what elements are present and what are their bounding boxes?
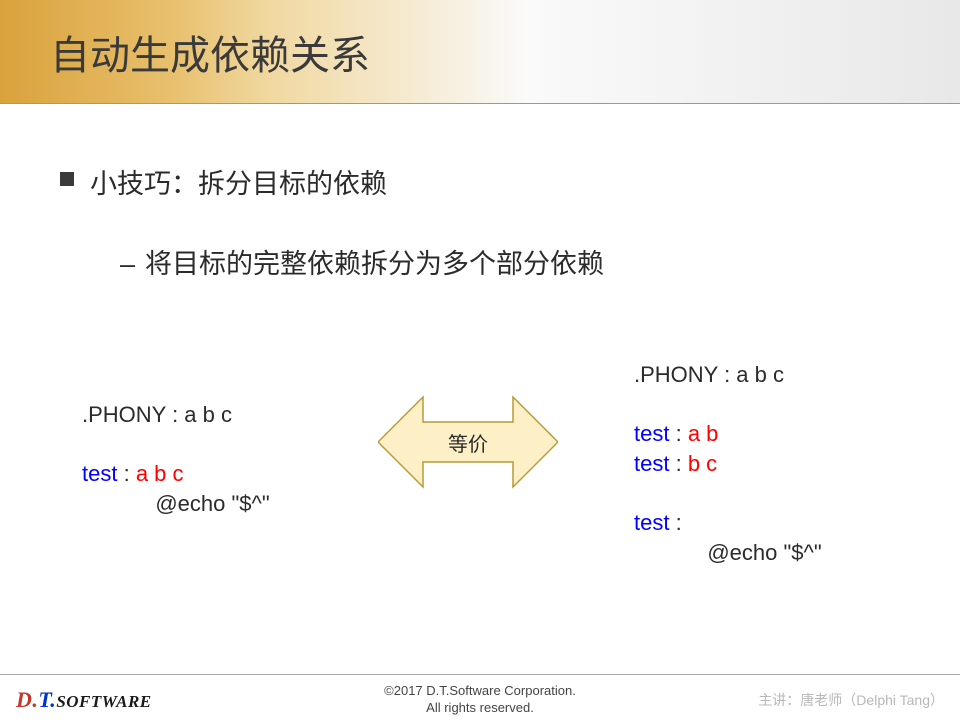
- dash-icon: –: [120, 247, 135, 282]
- bullet-item: 小技巧：拆分目标的依赖: [60, 162, 900, 201]
- bullet-text: 小技巧：拆分目标的依赖: [90, 162, 387, 201]
- copyright: ©2017 D.T.Software Corporation. All righ…: [384, 683, 576, 717]
- code-line: test : a b: [634, 419, 822, 449]
- bullet-icon: [60, 172, 74, 186]
- code-line: @echo "$^": [82, 489, 270, 519]
- arrow-label: 等价: [378, 382, 558, 502]
- code-line: [634, 479, 822, 509]
- presenter-label: 主讲：唐老师（Delphi Tang）: [758, 690, 944, 710]
- sub-bullet-text: 将目标的完整依赖拆分为多个部分依赖: [145, 247, 604, 282]
- code-line: .PHONY : a b c: [82, 400, 270, 430]
- left-code-block: .PHONY : a b c test : a b c @echo "$^": [82, 400, 270, 519]
- right-code-block: .PHONY : a b c test : a b test : b c tes…: [634, 360, 822, 568]
- code-line: test : b c: [634, 449, 822, 479]
- title-bar: 自动生成依赖关系: [0, 0, 960, 104]
- code-line: test :: [634, 508, 822, 538]
- code-line: @echo "$^": [634, 538, 822, 568]
- code-line: [634, 390, 822, 420]
- code-line: [82, 430, 270, 460]
- logo: D.T.SOFTWARE: [16, 687, 152, 713]
- code-line: .PHONY : a b c: [634, 360, 822, 390]
- slide-title: 自动生成依赖关系: [50, 23, 370, 81]
- footer: D.T.SOFTWARE ©2017 D.T.Software Corporat…: [0, 674, 960, 724]
- code-line: test : a b c: [82, 459, 270, 489]
- sub-bullet-item: – 将目标的完整依赖拆分为多个部分依赖: [120, 247, 900, 282]
- content-area: 小技巧：拆分目标的依赖 – 将目标的完整依赖拆分为多个部分依赖: [0, 104, 960, 282]
- equivalence-arrow: 等价: [378, 382, 558, 502]
